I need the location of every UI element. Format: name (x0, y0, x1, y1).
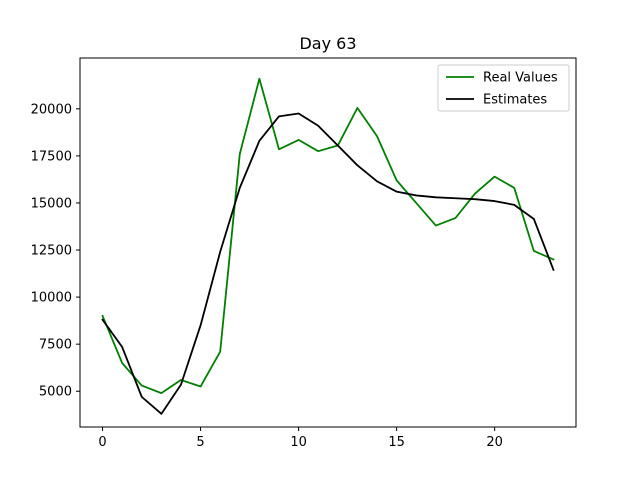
series-line-estimates (101, 112, 555, 415)
legend: Real Values Estimates (437, 64, 570, 112)
x-tick-label-15: 15 (388, 435, 405, 450)
series-layer (101, 77, 555, 415)
legend-label-estimates: Estimates (483, 93, 547, 108)
y-tick-label-5000: 5000 (39, 385, 72, 400)
plot-frame (79, 57, 577, 428)
series-line-real-values (101, 77, 555, 395)
x-tick-label-0: 0 (98, 435, 106, 450)
y-tick-label-7500: 7500 (39, 338, 72, 353)
x-tick-label-20: 20 (486, 435, 503, 450)
chart-title: Day 63 (299, 34, 356, 53)
x-tick-label-5: 5 (196, 435, 204, 450)
y-tick-label-20000: 20000 (31, 102, 72, 117)
x-tick-label-10: 10 (290, 435, 307, 450)
y-tick-label-12500: 12500 (31, 244, 72, 259)
y-tick-label-15000: 15000 (31, 196, 72, 211)
axes-layer: 0 5 10 15 20 5000 7500 10000 12500 15000 17500 2000… (31, 57, 577, 450)
legend-label-real-values: Real Values (483, 71, 558, 86)
y-tick-label-10000: 10000 (31, 291, 72, 306)
y-tick-label-17500: 17500 (31, 149, 72, 164)
